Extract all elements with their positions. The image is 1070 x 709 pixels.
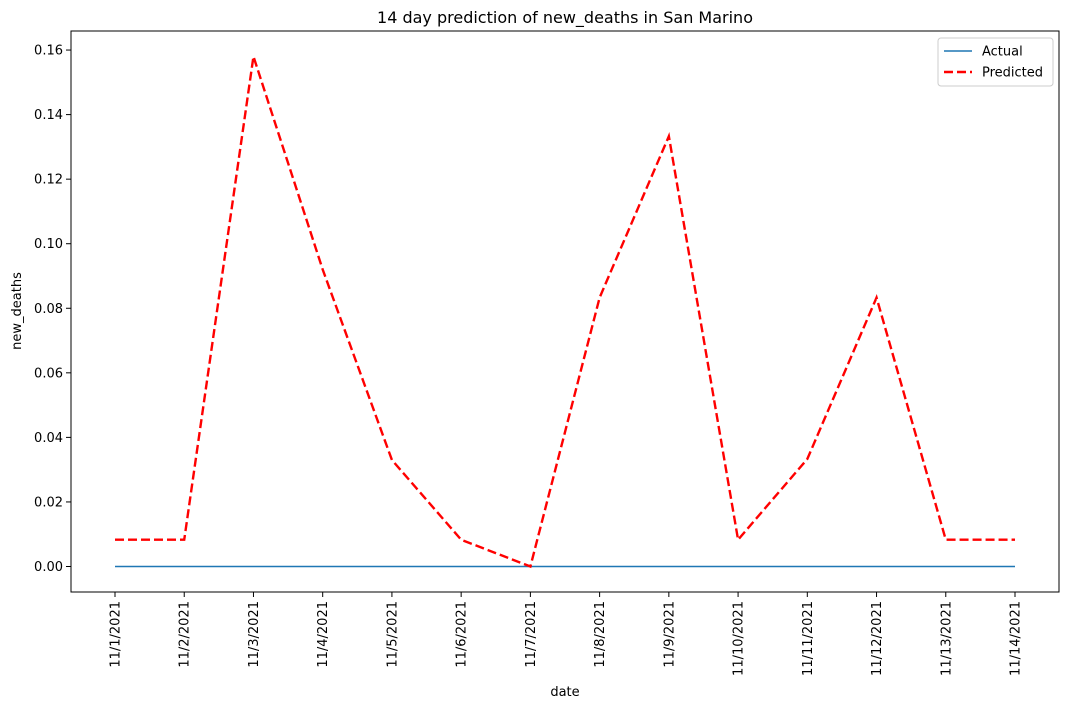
y-tick-label: 0.08 (34, 302, 63, 317)
legend: Actual Predicted (937, 37, 1054, 87)
y-tick-label: 0.06 (34, 366, 63, 381)
y-tick-label: 0.02 (34, 495, 63, 510)
y-tick-label: 0.14 (34, 108, 63, 123)
series-line-predicted (115, 56, 1015, 569)
x-axis-label: date (550, 685, 579, 700)
y-axis: 0.00 0.02 0.04 0.06 0.08 0.10 0.12 0.14 0.16 (34, 44, 71, 575)
x-tick-label: 11/8/2021 (593, 601, 608, 668)
x-tick-label: 11/12/2021 (870, 601, 885, 676)
x-tick-label: 11/14/2021 (1009, 601, 1024, 676)
y-tick-label: 0.10 (34, 237, 63, 252)
y-axis-label: new_deaths (10, 272, 25, 350)
x-tick-label: 11/6/2021 (455, 601, 470, 668)
plot-area-frame (70, 30, 1060, 593)
x-tick-label: 11/2/2021 (178, 601, 193, 668)
x-tick-label: 11/1/2021 (109, 601, 124, 668)
y-tick-label: 0.12 (34, 173, 63, 188)
legend-label-predicted: Predicted (982, 66, 1043, 81)
x-tick-label: 11/11/2021 (801, 601, 816, 676)
x-tick-label: 11/5/2021 (385, 601, 400, 668)
legend-label-actual: Actual (982, 45, 1023, 60)
series-layer (115, 56, 1015, 569)
x-tick-label: 11/9/2021 (662, 601, 677, 668)
x-tick-label: 11/7/2021 (524, 601, 539, 668)
y-tick-label: 0.00 (34, 560, 63, 575)
chart-title: 14 day prediction of new_deaths in San M… (377, 8, 753, 28)
x-tick-label: 11/10/2021 (732, 601, 747, 676)
y-tick-label: 0.04 (34, 431, 63, 446)
x-axis: 11/1/2021 11/2/2021 11/3/2021 11/4/2021 11/5… (109, 592, 1024, 676)
y-tick-label: 0.16 (34, 44, 63, 59)
x-tick-label: 11/13/2021 (939, 601, 954, 676)
legend-box (937, 37, 1054, 87)
x-tick-label: 11/4/2021 (316, 601, 331, 668)
x-tick-label: 11/3/2021 (247, 601, 262, 668)
